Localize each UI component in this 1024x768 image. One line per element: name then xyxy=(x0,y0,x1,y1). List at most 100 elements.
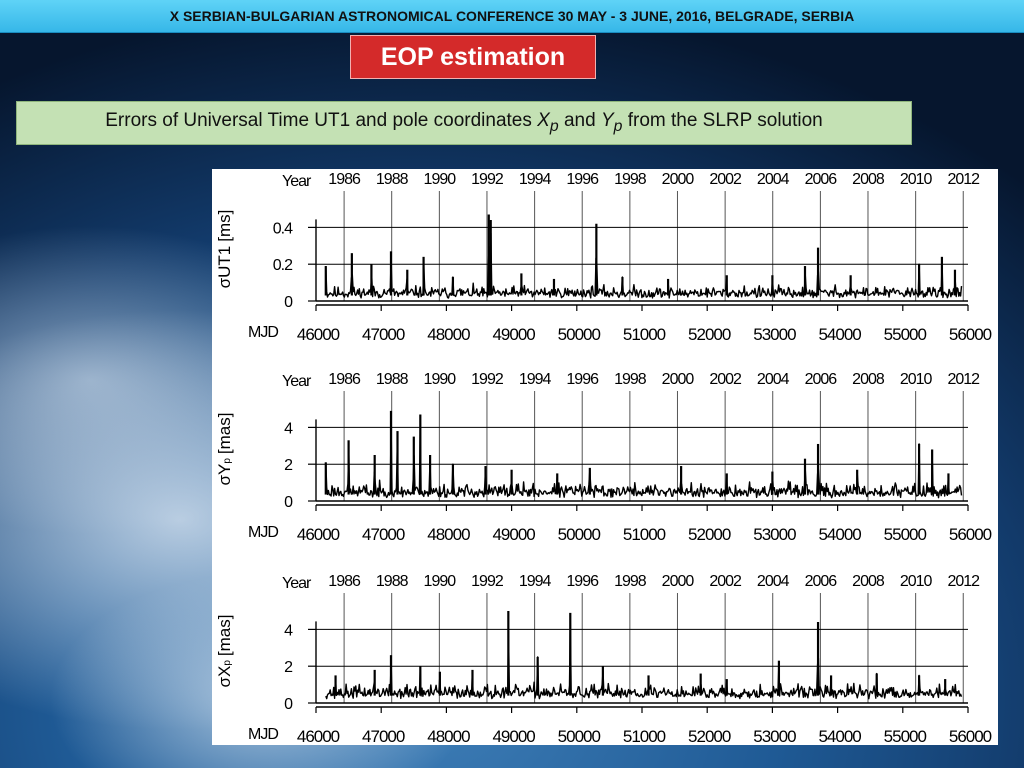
mjd-tick-label: 55000 xyxy=(884,325,927,344)
eop-error-charts: Year 1986 1988 1990 1992 1994 1996 1998 2000 2002… xyxy=(215,171,993,745)
mjd-tick-label: 49000 xyxy=(492,727,535,745)
year-tick-label: 1998 xyxy=(614,171,647,188)
mjd-tick-label: 56000 xyxy=(949,727,992,745)
mjd-tick-label: 53000 xyxy=(753,325,796,344)
mjd-tick-label: 51000 xyxy=(623,525,666,544)
year-tick-label: 1986 xyxy=(328,171,361,188)
y-axis-label-sub: p xyxy=(222,660,233,666)
data-series-line xyxy=(325,618,963,700)
year-tick-label: 1994 xyxy=(519,573,552,590)
subtitle-x-symbol: X xyxy=(537,110,550,132)
y-tick-label: 0 xyxy=(284,294,293,311)
y-tick-label: 0.2 xyxy=(273,257,293,274)
y-tick-label: 0.4 xyxy=(273,220,293,237)
year-tick-label: 1990 xyxy=(424,171,457,188)
year-tick-label: 2002 xyxy=(709,171,742,188)
chart-panel-1: Year 1986 1988 1990 1992 1994 1996 1998 2000 2002… xyxy=(215,371,993,544)
year-tick-label: 1992 xyxy=(471,573,504,590)
subtitle-y-symbol: Y xyxy=(600,110,614,132)
mjd-tick-label: 51000 xyxy=(623,727,666,745)
mjd-tick-label: 55000 xyxy=(884,525,927,544)
mjd-tick-label: 47000 xyxy=(362,325,405,344)
title-box: EOP estimation xyxy=(350,35,596,79)
y-axis-label-main: X xyxy=(215,666,234,677)
year-tick-label: 2010 xyxy=(900,371,933,388)
year-tick-label: 1986 xyxy=(328,371,361,388)
mjd-tick-label: 47000 xyxy=(362,727,405,745)
y-axis-label-unit: [ms] xyxy=(215,210,234,242)
mjd-tick-label: 47000 xyxy=(362,525,405,544)
subtitle-part3: from the SLRP solution xyxy=(622,110,823,132)
year-tick-label: 2008 xyxy=(852,171,885,188)
mjd-tick-label: 48000 xyxy=(427,727,470,745)
mjd-tick-label: 46000 xyxy=(297,525,340,544)
mjd-tick-label: 52000 xyxy=(688,325,731,344)
mjd-axis-label: MJD xyxy=(248,324,278,341)
year-tick-label: 2012 xyxy=(947,171,980,188)
mjd-tick-label: 56000 xyxy=(949,325,992,344)
year-tick-label: 1988 xyxy=(376,573,409,590)
year-tick-label: 1996 xyxy=(566,573,599,590)
y-tick-label: 4 xyxy=(284,420,293,437)
mjd-tick-label: 49000 xyxy=(492,525,535,544)
year-tick-label: 1998 xyxy=(614,573,647,590)
mjd-tick-label: 46000 xyxy=(297,727,340,745)
y-axis-label: σYp [mas] xyxy=(215,413,234,486)
year-axis-label: Year xyxy=(282,373,312,390)
mjd-axis-label: MJD xyxy=(248,524,278,541)
mjd-tick-label: 53000 xyxy=(753,525,796,544)
y-tick-label: 2 xyxy=(284,457,293,474)
mjd-tick-label: 55000 xyxy=(884,727,927,745)
banner-text: X SERBIAN-BULGARIAN ASTRONOMICAL CONFERE… xyxy=(169,8,855,24)
year-tick-label: 1994 xyxy=(519,371,552,388)
y-axis-label-sub: p xyxy=(222,458,233,464)
y-tick-label: 0 xyxy=(284,696,293,713)
year-tick-label: 1990 xyxy=(424,573,457,590)
y-axis-label-unit: [mas] xyxy=(215,615,234,657)
year-tick-label: 2002 xyxy=(709,573,742,590)
year-tick-label: 2006 xyxy=(805,573,838,590)
year-tick-label: 1994 xyxy=(519,171,552,188)
mjd-tick-label: 56000 xyxy=(949,525,992,544)
mjd-tick-label: 53000 xyxy=(753,727,796,745)
mjd-tick-label: 52000 xyxy=(688,727,731,745)
year-tick-label: 1998 xyxy=(614,371,647,388)
mjd-tick-label: 50000 xyxy=(558,525,601,544)
data-series-line xyxy=(325,232,963,299)
y-axis-label-sigma: σ xyxy=(215,474,234,485)
y-tick-label: 4 xyxy=(284,622,293,639)
y-tick-label: 2 xyxy=(284,659,293,676)
year-tick-label: 1988 xyxy=(376,371,409,388)
y-axis-label-sigma: σ xyxy=(215,277,234,288)
year-tick-label: 2006 xyxy=(805,171,838,188)
year-tick-label: 2012 xyxy=(947,573,980,590)
y-axis-label-unit: [mas] xyxy=(215,413,234,455)
y-tick-label: 0 xyxy=(284,494,293,511)
mjd-tick-label: 48000 xyxy=(427,525,470,544)
y-axis-label: σUT1 [ms] xyxy=(215,210,234,289)
year-tick-label: 2004 xyxy=(757,573,790,590)
year-tick-label: 2008 xyxy=(852,371,885,388)
chart-panel-2: Year 1986 1988 1990 1992 1994 1996 1998 2000 2002… xyxy=(215,573,993,745)
year-tick-label: 2006 xyxy=(805,371,838,388)
slide-title: EOP estimation xyxy=(380,42,566,71)
y-axis-label-sigma: σ xyxy=(215,676,234,687)
year-tick-label: 1990 xyxy=(424,371,457,388)
year-axis-label: Year xyxy=(282,173,312,190)
year-tick-label: 1988 xyxy=(376,171,409,188)
year-tick-label: 2004 xyxy=(757,171,790,188)
mjd-tick-label: 54000 xyxy=(818,727,861,745)
slide-subtitle: Errors of Universal Time UT1 and pole co… xyxy=(105,110,823,136)
mjd-axis-label: MJD xyxy=(248,726,278,743)
year-tick-label: 2000 xyxy=(662,171,695,188)
year-tick-label: 2010 xyxy=(900,573,933,590)
year-tick-label: 1986 xyxy=(328,573,361,590)
subtitle-x-sub: p xyxy=(549,117,559,135)
year-tick-label: 2000 xyxy=(662,371,695,388)
mjd-tick-label: 46000 xyxy=(297,325,340,344)
year-tick-label: 2002 xyxy=(709,371,742,388)
subtitle-box: Errors of Universal Time UT1 and pole co… xyxy=(16,101,912,145)
year-tick-label: 2004 xyxy=(757,371,790,388)
year-tick-label: 1992 xyxy=(471,171,504,188)
subtitle-part2: and xyxy=(558,110,601,132)
